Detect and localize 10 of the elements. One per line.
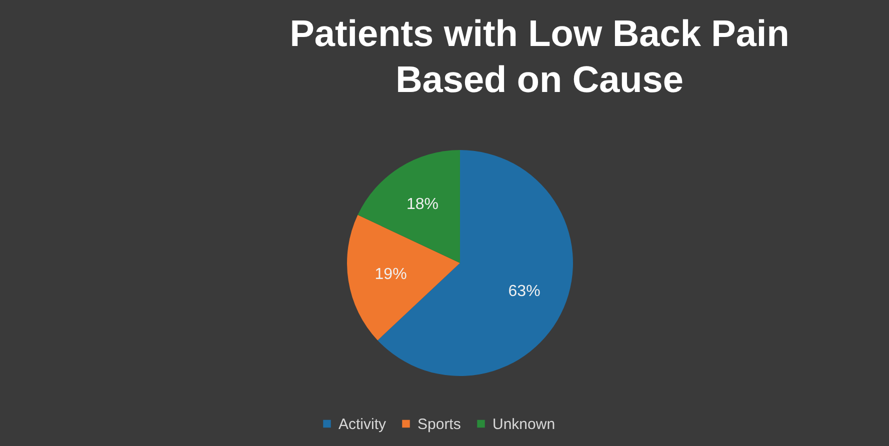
data-label: 63% — [508, 282, 540, 300]
legend-label: Sports — [418, 416, 461, 433]
legend-label: Unknown — [492, 416, 556, 433]
legend-label: Activity — [338, 416, 387, 433]
data-label: 18% — [406, 196, 438, 213]
pie-slice — [358, 150, 460, 263]
pie-slice — [347, 214, 460, 340]
data-label: 19% — [374, 266, 407, 283]
chart-title: Patients with Low Back Pain Based on Cause — [290, 13, 790, 100]
pie-slice — [378, 150, 573, 376]
